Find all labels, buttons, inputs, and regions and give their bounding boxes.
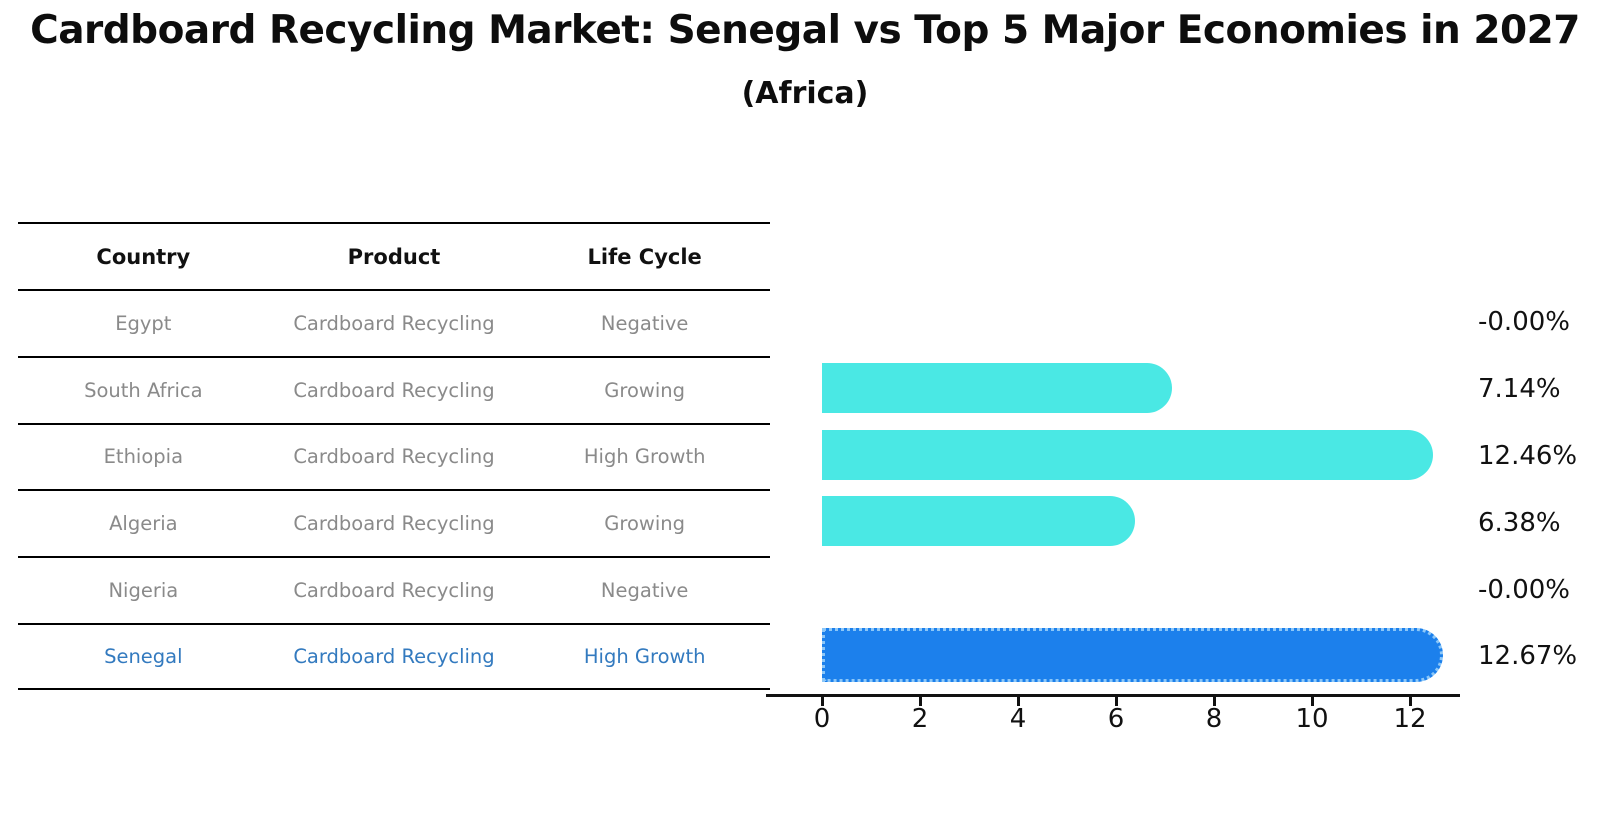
x-axis-tick-mark [821, 697, 824, 706]
bar-ethiopia [822, 429, 1433, 480]
x-axis-tick-mark [1017, 697, 1020, 706]
life-cycle-cell: Growing [604, 512, 686, 536]
chart-subtitle: (Africa) [741, 76, 869, 111]
country-cell: Nigeria [108, 579, 179, 603]
x-axis-tick-mark [1409, 697, 1412, 706]
product-cell: Cardboard Recycling [293, 512, 495, 536]
x-axis-tick-label: 10 [1295, 704, 1329, 734]
life-cycle-cell: Negative [600, 579, 689, 603]
country-table: Country Product Life Cycle Egypt Cardboar… [18, 222, 770, 690]
column-header-country: Country [96, 244, 191, 269]
table-body: Egypt Cardboard Recycling Negative South Af… [18, 289, 770, 690]
country-cell: Senegal [104, 644, 183, 668]
bar-algeria [822, 496, 1135, 547]
x-axis-tick-label: 0 [813, 704, 831, 734]
value-label: -0.00% [1478, 307, 1570, 338]
product-cell: Cardboard Recycling [293, 445, 495, 469]
product-cell: Cardboard Recycling [293, 644, 495, 668]
country-cell: South Africa [84, 378, 203, 402]
product-cell: Cardboard Recycling [293, 311, 495, 335]
country-cell: Algeria [109, 512, 178, 536]
product-cell: Cardboard Recycling [293, 579, 495, 603]
value-label: 12.46% [1478, 440, 1578, 471]
product-cell: Cardboard Recycling [293, 378, 495, 402]
bar-south-africa [822, 362, 1172, 413]
table-row: Egypt Cardboard Recycling Negative [18, 289, 770, 356]
value-label: 6.38% [1478, 507, 1561, 538]
column-header-life-cycle: Life Cycle [587, 244, 702, 269]
x-axis-tick-mark [1115, 697, 1118, 706]
value-label: 12.67% [1478, 641, 1578, 672]
table-header-row: Country Product Life Cycle [18, 222, 770, 289]
country-cell: Ethiopia [103, 445, 184, 469]
x-axis-tick-mark [919, 697, 922, 706]
chart-title: Cardboard Recycling Market: Senegal vs T… [30, 8, 1580, 53]
bar-senegal-highlighted [822, 628, 1443, 682]
x-axis-tick-mark [1311, 697, 1314, 706]
x-axis-tick-label: 4 [1009, 704, 1027, 734]
x-axis-tick-label: 8 [1205, 704, 1223, 734]
x-axis-line [766, 694, 1460, 697]
life-cycle-cell: Negative [600, 311, 689, 335]
life-cycle-cell: Growing [604, 378, 686, 402]
country-cell: Egypt [115, 311, 172, 335]
life-cycle-cell: High Growth [583, 644, 706, 668]
value-label: -0.00% [1478, 574, 1570, 605]
x-axis-tick-mark [1213, 697, 1216, 706]
table-row: Ethiopia Cardboard Recycling High Growth [18, 422, 770, 490]
value-label: 7.14% [1478, 374, 1561, 405]
table-row: South Africa Cardboard Recycling Growing [18, 355, 770, 423]
table-row: Nigeria Cardboard Recycling Negative [18, 556, 770, 623]
x-axis-tick-label: 6 [1107, 704, 1125, 734]
table-row: Senegal Cardboard Recycling High Growth [18, 622, 770, 690]
life-cycle-cell: High Growth [583, 445, 706, 469]
column-header-product: Product [347, 244, 441, 269]
x-axis-tick-label: 2 [911, 704, 929, 734]
x-axis-tick-label: 12 [1393, 704, 1427, 734]
table-row: Algeria Cardboard Recycling Growing [18, 489, 770, 556]
